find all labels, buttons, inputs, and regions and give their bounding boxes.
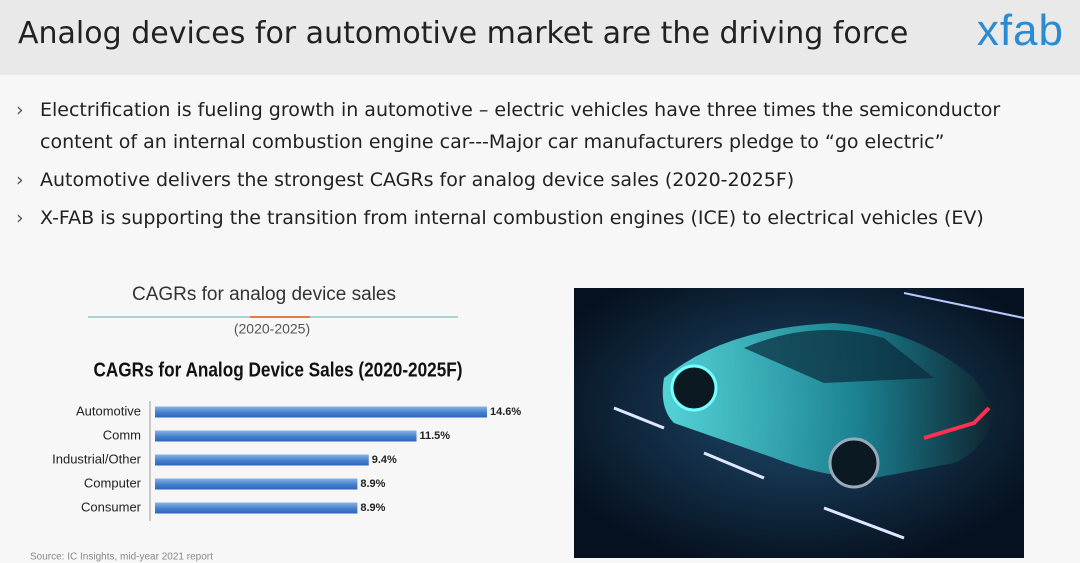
car-image bbox=[574, 288, 1024, 558]
category-label: Automotive bbox=[76, 403, 141, 418]
chart: CAGRs for analog device sales (2020-2025… bbox=[30, 284, 521, 563]
category-label: Computer bbox=[84, 475, 142, 490]
bar bbox=[155, 430, 417, 442]
category-label: Comm bbox=[103, 427, 141, 442]
slide-title: Analog devices for automotive market are… bbox=[18, 16, 909, 51]
bullet: Electrification is fueling growth in aut… bbox=[14, 94, 1054, 158]
value-label: 8.9% bbox=[360, 478, 385, 490]
caption-period: (2020-2025) bbox=[234, 321, 310, 337]
header: Analog devices for automotive market are… bbox=[0, 0, 1080, 75]
bar bbox=[155, 478, 358, 490]
bullet: X-FAB is supporting the transition from … bbox=[14, 202, 1054, 234]
logo: xfab bbox=[976, 6, 1064, 55]
bullet-list: Electrification is fueling growth in aut… bbox=[14, 94, 1054, 240]
bullet: Automotive delivers the strongest CAGRs … bbox=[14, 164, 1054, 196]
value-label: 8.9% bbox=[360, 502, 385, 514]
bar bbox=[155, 406, 487, 418]
value-label: 9.4% bbox=[372, 454, 397, 466]
bar bbox=[155, 502, 358, 514]
chart-title: CAGRs for Analog Device Sales (2020-2025… bbox=[93, 358, 462, 381]
source: Source: IC Insights, mid-year 2021 repor… bbox=[30, 552, 213, 563]
category-label: Consumer bbox=[81, 499, 142, 514]
category-label: Industrial/Other bbox=[52, 451, 142, 466]
value-label: 14.6% bbox=[490, 406, 521, 418]
value-label: 11.5% bbox=[420, 430, 451, 442]
bar bbox=[155, 454, 369, 466]
caption: CAGRs for analog device sales bbox=[132, 284, 396, 305]
